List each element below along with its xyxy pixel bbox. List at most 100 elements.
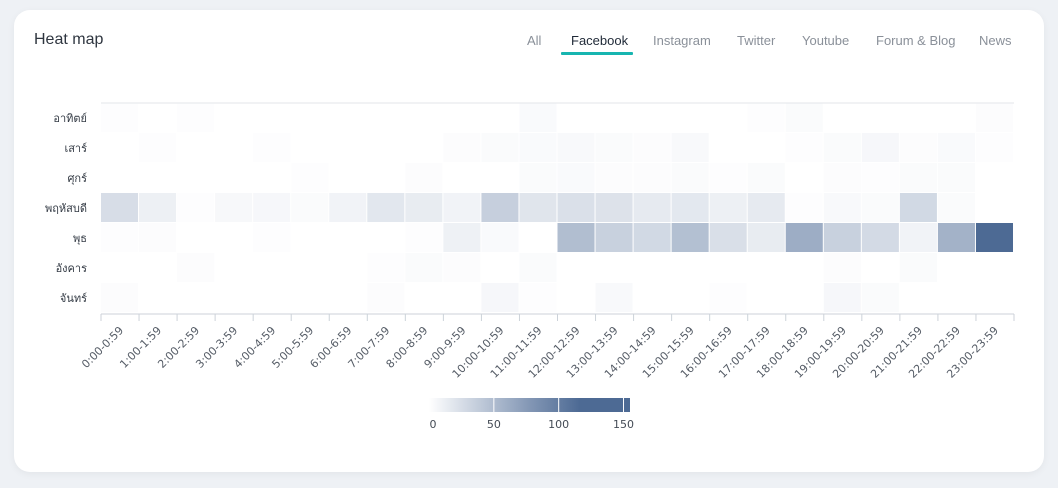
heatmap-cell[interactable] [253,283,291,312]
heatmap-cell[interactable] [937,163,975,192]
tab-facebook[interactable]: Facebook [571,33,629,48]
heatmap-cell[interactable] [291,133,329,162]
heatmap-cell[interactable] [709,253,747,282]
heatmap-cell[interactable] [139,223,177,252]
heatmap-cell[interactable] [519,253,557,282]
heatmap-cell[interactable] [595,223,633,252]
heatmap-cell[interactable] [253,253,291,282]
heatmap-cell[interactable] [177,163,215,192]
heatmap-cell[interactable] [899,253,937,282]
heatmap-cell[interactable] [861,283,899,312]
heatmap-cell[interactable] [937,133,975,162]
heatmap-cell[interactable] [405,103,443,132]
heatmap-cell[interactable] [253,193,291,222]
heatmap-cell[interactable] [101,163,139,192]
heatmap-cell[interactable] [329,163,367,192]
heatmap-cell[interactable] [747,163,785,192]
heatmap-cell[interactable] [101,253,139,282]
heatmap-cell[interactable] [633,253,671,282]
heatmap-cell[interactable] [937,193,975,222]
heatmap-cell[interactable] [481,283,519,312]
heatmap-cell[interactable] [405,163,443,192]
heatmap-cell[interactable] [139,163,177,192]
heatmap-cell[interactable] [101,133,139,162]
heatmap-cell[interactable] [481,193,519,222]
heatmap-cell[interactable] [975,103,1013,132]
heatmap-cell[interactable] [215,223,253,252]
heatmap-cell[interactable] [899,193,937,222]
heatmap-cell[interactable] [443,193,481,222]
heatmap-cell[interactable] [443,163,481,192]
heatmap-cell[interactable] [823,163,861,192]
heatmap-cell[interactable] [823,253,861,282]
heatmap-cell[interactable] [785,193,823,222]
heatmap-cell[interactable] [177,133,215,162]
heatmap-cell[interactable] [633,223,671,252]
heatmap-cell[interactable] [481,253,519,282]
heatmap-cell[interactable] [747,133,785,162]
heatmap-cell[interactable] [291,223,329,252]
heatmap-cell[interactable] [177,193,215,222]
heatmap-cell[interactable] [709,193,747,222]
heatmap-cell[interactable] [329,103,367,132]
heatmap-cell[interactable] [215,283,253,312]
heatmap-cell[interactable] [101,223,139,252]
heatmap-cell[interactable] [823,193,861,222]
heatmap-cell[interactable] [519,163,557,192]
heatmap-cell[interactable] [899,283,937,312]
heatmap-cell[interactable] [443,283,481,312]
heatmap-cell[interactable] [405,133,443,162]
heatmap-cell[interactable] [443,253,481,282]
heatmap-cell[interactable] [215,253,253,282]
heatmap-cell[interactable] [671,193,709,222]
heatmap-cell[interactable] [291,283,329,312]
heatmap-cell[interactable] [823,133,861,162]
heatmap-cell[interactable] [253,133,291,162]
heatmap-cell[interactable] [671,103,709,132]
heatmap-cell[interactable] [595,283,633,312]
heatmap-cell[interactable] [747,283,785,312]
heatmap-cell[interactable] [329,223,367,252]
heatmap-cell[interactable] [367,193,405,222]
heatmap-cell[interactable] [405,193,443,222]
heatmap-cell[interactable] [367,223,405,252]
heatmap-cell[interactable] [899,103,937,132]
heatmap-cell[interactable] [937,223,975,252]
heatmap-cell[interactable] [215,163,253,192]
heatmap-cell[interactable] [937,103,975,132]
heatmap-cell[interactable] [747,253,785,282]
heatmap-cell[interactable] [101,283,139,312]
heatmap-cell[interactable] [519,193,557,222]
heatmap-cell[interactable] [747,193,785,222]
heatmap-cell[interactable] [937,283,975,312]
heatmap-cell[interactable] [443,103,481,132]
heatmap-cell[interactable] [975,193,1013,222]
heatmap-cell[interactable] [975,223,1013,252]
tab-forum-blog[interactable]: Forum & Blog [876,33,956,48]
heatmap-cell[interactable] [671,133,709,162]
heatmap-cell[interactable] [595,133,633,162]
heatmap-cell[interactable] [861,133,899,162]
heatmap-cell[interactable] [671,253,709,282]
heatmap-cell[interactable] [139,283,177,312]
heatmap-cell[interactable] [139,103,177,132]
heatmap-cell[interactable] [481,223,519,252]
heatmap-cell[interactable] [785,133,823,162]
heatmap-cell[interactable] [633,283,671,312]
heatmap-cell[interactable] [329,193,367,222]
heatmap-cell[interactable] [633,103,671,132]
heatmap-cell[interactable] [291,163,329,192]
heatmap-cell[interactable] [329,133,367,162]
heatmap-cell[interactable] [823,103,861,132]
heatmap-cell[interactable] [595,253,633,282]
heatmap-cell[interactable] [139,133,177,162]
heatmap-cell[interactable] [557,103,595,132]
heatmap-cell[interactable] [785,283,823,312]
heatmap-cell[interactable] [253,223,291,252]
heatmap-cell[interactable] [215,193,253,222]
heatmap-cell[interactable] [899,223,937,252]
heatmap-cell[interactable] [329,283,367,312]
heatmap-cell[interactable] [405,283,443,312]
heatmap-cell[interactable] [709,103,747,132]
heatmap-cell[interactable] [785,163,823,192]
